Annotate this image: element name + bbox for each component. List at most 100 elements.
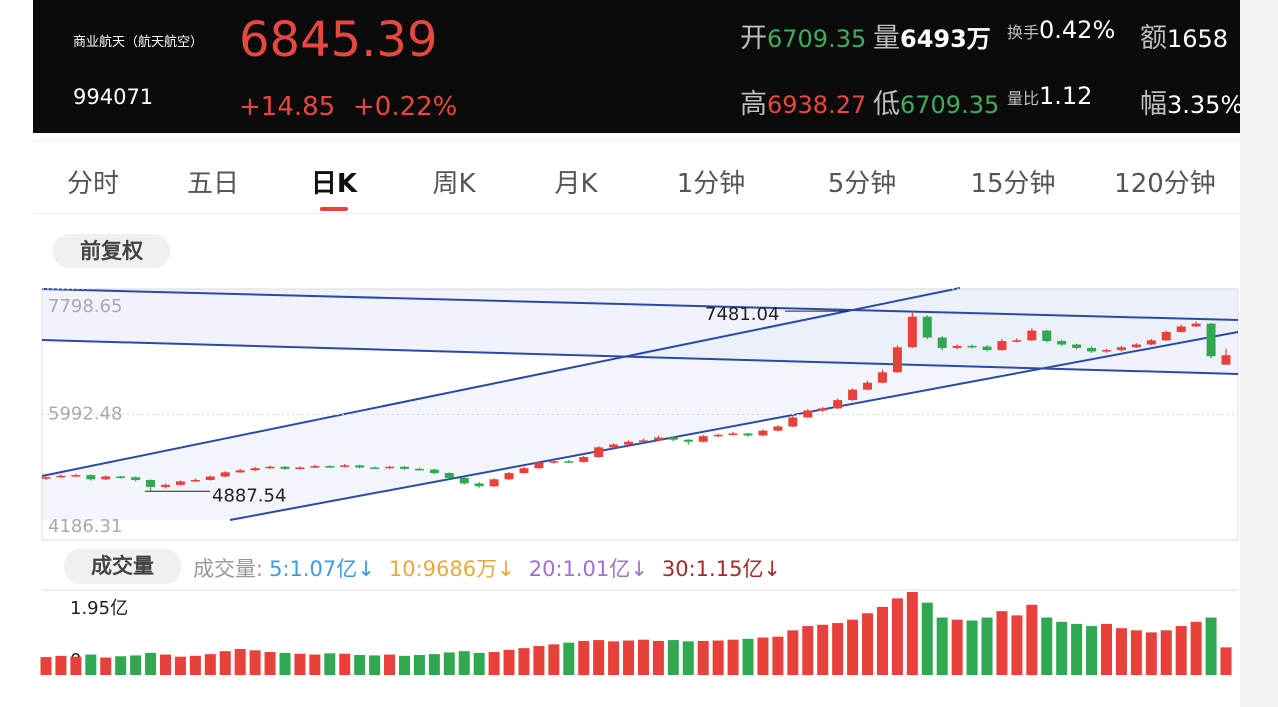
volume-button[interactable]: 成交量	[64, 549, 181, 584]
candle-body	[414, 468, 424, 471]
candle-body	[340, 465, 350, 467]
candle-body	[370, 467, 380, 469]
candle-body	[310, 466, 320, 468]
volume-bar	[369, 655, 381, 675]
candle-body	[967, 345, 977, 348]
volume-bar	[488, 652, 500, 675]
tab[interactable]: 120分钟	[1114, 169, 1216, 199]
candle-body	[952, 345, 962, 348]
candle-body	[653, 437, 663, 441]
volume-bar	[623, 640, 635, 675]
candle-body	[1116, 347, 1126, 351]
volume-bar	[428, 654, 440, 675]
volume-bar	[1115, 628, 1127, 675]
tab[interactable]: 5分钟	[827, 169, 897, 199]
volume-bar	[115, 656, 127, 675]
volume-bar	[354, 654, 366, 675]
stat-value: 0.42%	[1039, 16, 1116, 44]
candle-body	[325, 466, 335, 468]
candle-body	[564, 461, 574, 463]
adjust-button[interactable]: 前复权	[53, 234, 170, 268]
volume-bar	[324, 653, 336, 675]
volume-bar	[847, 619, 859, 675]
volume-bar	[697, 640, 709, 675]
volume-bar	[443, 652, 455, 675]
candle-body	[71, 475, 81, 477]
tab[interactable]: 月K	[554, 169, 598, 199]
stat: 开 6709.35	[740, 16, 866, 55]
volume-bar	[578, 640, 590, 675]
legend-item: 10:9686万↓	[388, 557, 515, 581]
candle-body	[907, 316, 917, 348]
candle-body	[1191, 323, 1201, 327]
volume-bar	[1056, 621, 1068, 675]
candle-body	[743, 433, 753, 436]
volume-bar	[309, 654, 321, 675]
volume-bar	[563, 642, 575, 675]
volume-bar	[204, 654, 216, 675]
tab[interactable]: 日K	[310, 169, 358, 199]
candle-body	[235, 470, 245, 473]
volume-bar	[40, 657, 52, 675]
candle-body	[41, 477, 51, 479]
volume-bar	[100, 657, 112, 675]
candle-body	[922, 316, 932, 338]
volume-bar	[1145, 632, 1157, 675]
volume-bar	[279, 652, 291, 675]
volume-bar	[802, 626, 814, 675]
stat-value: 3.35%	[1167, 91, 1240, 119]
volume-bar	[70, 656, 82, 675]
stat: 量比 1.12	[1007, 82, 1092, 110]
candle-body	[1146, 340, 1156, 345]
volume-bar	[264, 652, 276, 675]
volume-bar	[891, 598, 903, 675]
volume-bar	[817, 624, 829, 675]
volume-bar	[189, 655, 201, 675]
candle-body	[698, 436, 708, 442]
candle-body	[892, 347, 902, 373]
candle-body	[1057, 341, 1067, 345]
stat: 低 6709.35	[873, 82, 999, 121]
volume-bar	[1086, 626, 1098, 675]
candle-body	[1012, 340, 1022, 342]
volume-bar	[234, 649, 246, 675]
volume-bar	[876, 606, 888, 675]
candle-body	[265, 466, 275, 469]
volume-bar	[1190, 621, 1202, 675]
volume-bar	[906, 592, 918, 675]
candle-body	[534, 462, 544, 469]
y-tick-label: 5992.48	[48, 404, 122, 425]
candle-body	[519, 468, 529, 474]
stat: 量 6493万	[873, 16, 991, 55]
volume-bar	[1041, 617, 1053, 675]
tab[interactable]: 五日	[186, 169, 240, 199]
index-code: 994071	[73, 85, 154, 109]
stat-value: 6493万	[900, 25, 991, 53]
volume-bar	[1175, 626, 1187, 675]
stat-value: 1.12	[1039, 82, 1093, 110]
candle-body	[1102, 350, 1112, 352]
volume-bar	[533, 646, 545, 675]
tab[interactable]: 周K	[432, 169, 476, 199]
volume-bar	[652, 640, 664, 675]
candle-body	[504, 473, 514, 480]
candle-body	[175, 481, 185, 485]
volume-bar	[862, 613, 874, 675]
legend-item: 5:1.07亿↓	[269, 557, 375, 581]
legend-item: 30:1.15亿↓	[661, 557, 782, 581]
tab[interactable]: 分时	[66, 169, 120, 199]
legend-prefix: 成交量:	[193, 557, 264, 581]
candle-body	[444, 473, 454, 478]
volume-bar	[473, 652, 485, 675]
candle-body	[190, 479, 200, 482]
candle-body	[205, 476, 215, 480]
volume-bar	[712, 640, 724, 675]
tab[interactable]: 15分钟	[970, 169, 1056, 199]
stat: 幅 3.35%	[1140, 82, 1240, 121]
candle-body	[638, 440, 648, 442]
candle-body	[833, 400, 843, 409]
volume-bar	[503, 649, 515, 675]
candle-body	[758, 430, 768, 436]
tab[interactable]: 1分钟	[676, 169, 746, 199]
candle-body	[250, 468, 260, 471]
